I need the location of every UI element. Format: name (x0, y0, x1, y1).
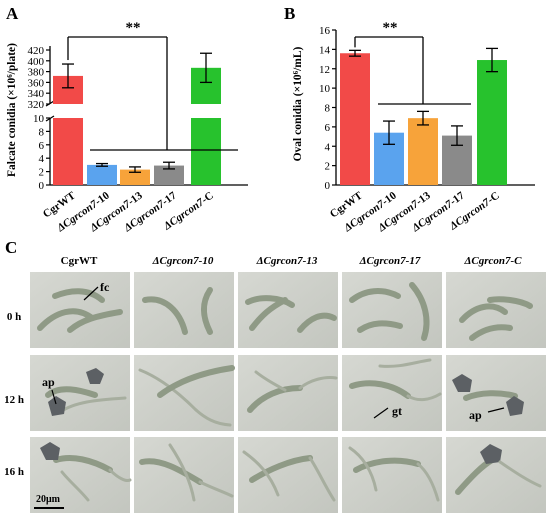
annotation-fc: fc (100, 280, 110, 294)
chart-a: 3203403603804004200246810CgrWTΔCgrcon7-1… (28, 20, 248, 235)
panel-label-c: C (5, 238, 17, 257)
y-tick-label-4: 8 (325, 103, 331, 115)
row-header-0h: 0 h (7, 311, 21, 323)
micrograph-17-12h (342, 355, 442, 431)
arrow-ap-wt (51, 389, 57, 405)
y-tick-label-2: 4 (325, 141, 331, 153)
col-header-c: ΔCgrcon7-C (463, 255, 522, 267)
bar-2 (120, 169, 150, 185)
significance-label: ** (126, 20, 141, 36)
bar-1 (87, 164, 117, 185)
row-header-16h: 16 h (4, 466, 24, 478)
chart-b: 0246810121416CgrWTΔCgrcon7-10ΔCgrcon7-13… (319, 20, 535, 235)
y-tick-label-7: 14 (319, 44, 331, 56)
chart-a-ylabel: Falcate conidia (×10⁶/plate) (6, 43, 18, 177)
micrograph-10-12h (134, 355, 234, 431)
arrow-ap-c (487, 407, 505, 413)
col-header-cgrwt: CgrWT (61, 255, 98, 267)
col-header-13: ΔCgrcon7-13 (256, 255, 318, 267)
annotation-ap-wt: ap (42, 375, 55, 389)
bar-2 (408, 118, 438, 185)
panel-label-a: A (6, 4, 19, 23)
micrograph-17-16h (342, 437, 442, 513)
y-tick-label-lower-0: 0 (39, 180, 45, 192)
y-tick-label-lower-4: 8 (39, 126, 45, 138)
micro-row-16h (30, 437, 546, 513)
y-tick-label-0: 0 (325, 180, 331, 192)
annotation-ap-c: ap (469, 408, 482, 422)
y-tick-label-lower-3: 6 (39, 140, 45, 152)
micrograph-10-0h (134, 272, 234, 348)
bar-lower-4 (191, 118, 221, 185)
chart-b-ylabel: Oval conidia (×10⁶/mL) (292, 46, 304, 161)
micro-row-12h (30, 355, 546, 431)
y-tick-label-1: 2 (325, 161, 331, 173)
arrow-gt (373, 407, 389, 419)
y-tick-label-upper-3: 380 (28, 67, 45, 79)
row-header-12h: 12 h (4, 394, 24, 406)
y-tick-label-upper-4: 400 (28, 56, 45, 68)
y-tick-label-upper-5: 420 (28, 45, 45, 57)
bar-0 (340, 53, 370, 185)
y-tick-label-upper-2: 360 (28, 77, 45, 89)
panel-label-b: B (284, 4, 295, 23)
y-tick-label-lower-2: 4 (39, 153, 45, 165)
y-tick-label-8: 16 (319, 25, 331, 37)
scale-bar-label: 20μm (36, 494, 61, 505)
col-header-17: ΔCgrcon7-17 (359, 255, 421, 267)
bar-lower-0 (53, 118, 83, 185)
bar-3 (154, 165, 184, 185)
bar-4 (477, 60, 507, 185)
y-tick-label-upper-0: 320 (28, 99, 45, 111)
arrow-fc (83, 286, 99, 301)
micrograph-13-12h (238, 355, 338, 431)
y-tick-label-upper-1: 340 (28, 88, 45, 100)
significance-label: ** (383, 20, 398, 36)
y-tick-label-lower-1: 2 (39, 167, 45, 179)
annotation-gt: gt (392, 404, 402, 418)
y-tick-label-lower-5: 10 (33, 113, 45, 125)
y-tick-label-3: 6 (325, 122, 331, 134)
micrograph-13-0h (238, 272, 338, 348)
y-tick-label-5: 10 (319, 83, 331, 95)
y-tick-label-6: 12 (319, 64, 330, 76)
micrograph-13-16h (238, 437, 338, 513)
micro-row-0h (30, 272, 546, 348)
col-header-10: ΔCgrcon7-10 (152, 255, 214, 267)
